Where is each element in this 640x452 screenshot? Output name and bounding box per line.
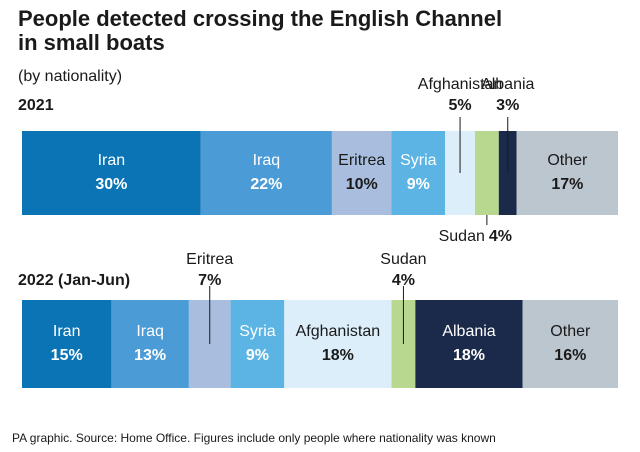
- value-label: 4%: [489, 228, 512, 245]
- bar-segment: [22, 300, 112, 388]
- segment-name: Sudan: [439, 228, 485, 245]
- value-label: 9%: [246, 347, 269, 364]
- segment-name: Albania: [481, 76, 534, 93]
- value-label: 13%: [134, 347, 166, 364]
- bar-segment: [415, 300, 523, 388]
- segment-name: Syria: [239, 323, 276, 340]
- value-label: 7%: [198, 272, 221, 289]
- chart-title: People detected crossing the English Cha…: [18, 6, 502, 55]
- segment-name: Sudan: [380, 251, 426, 268]
- value-label: 30%: [95, 176, 127, 193]
- bar-segment: [111, 300, 189, 388]
- segment-name: Albania: [442, 323, 495, 340]
- chart-subtitle: (by nationality): [18, 68, 122, 85]
- segment-name: Eritrea: [186, 251, 233, 268]
- segment-name: Other: [547, 152, 588, 169]
- source-note: PA graphic. Source: Home Office. Figures…: [12, 431, 496, 445]
- row-label: 2022 (Jan-Jun): [18, 272, 130, 289]
- bar-segment: [516, 131, 618, 215]
- segment-name: Afghanistan: [296, 323, 381, 340]
- value-label: 22%: [250, 176, 282, 193]
- value-label: 9%: [407, 176, 430, 193]
- segment-name: Eritrea: [338, 152, 385, 169]
- segment-name: Iran: [53, 323, 81, 340]
- segment-name: Iraq: [253, 152, 281, 169]
- value-label: 3%: [496, 97, 519, 114]
- bar-segment: [474, 131, 499, 215]
- bar-segment: [391, 131, 446, 215]
- value-label: 4%: [392, 272, 415, 289]
- bar-segment: [522, 300, 618, 388]
- segment-name: Syria: [400, 152, 437, 169]
- value-label: 17%: [551, 176, 583, 193]
- value-label: 18%: [322, 347, 354, 364]
- bar-segment: [22, 131, 201, 215]
- bar-segment: [230, 300, 285, 388]
- value-label: 18%: [453, 347, 485, 364]
- row-label: 2021: [18, 97, 54, 114]
- value-label: 16%: [554, 347, 586, 364]
- segment-name: Iraq: [136, 323, 164, 340]
- value-label: 5%: [448, 97, 471, 114]
- bar-segment: [331, 131, 392, 215]
- bar-segment: [284, 300, 392, 388]
- value-label: 15%: [51, 347, 83, 364]
- value-label: 10%: [346, 176, 378, 193]
- segment-name: Iran: [98, 152, 126, 169]
- segment-name: Afghanistan: [418, 76, 503, 93]
- segment-name: Other: [550, 323, 591, 340]
- bar-segment: [200, 131, 332, 215]
